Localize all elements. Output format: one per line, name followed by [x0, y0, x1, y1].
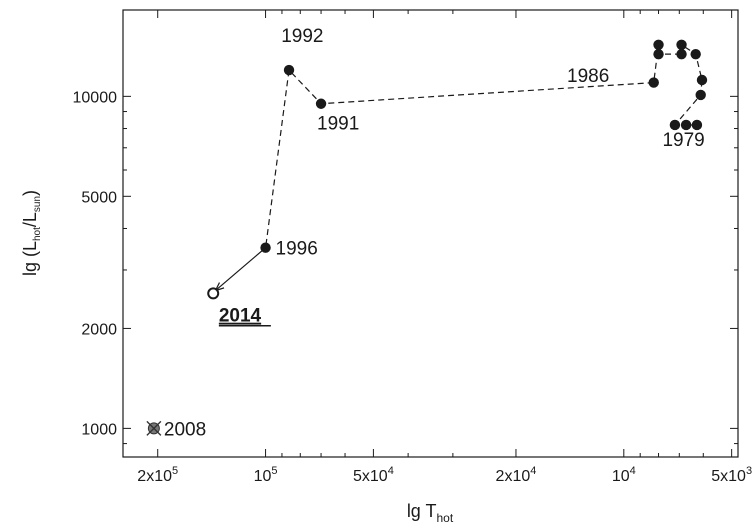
year-label: 1991 — [317, 113, 359, 134]
x-tick-label: 5x104 — [353, 465, 394, 485]
x-tick-labels: 2x105 105 5x104 2x104 104 5x103 — [137, 465, 752, 485]
y-axis-title: lg (Lhot/Lsun) — [20, 190, 43, 276]
data-point — [653, 48, 664, 60]
y-tick-label: 10000 — [73, 89, 118, 106]
y-tick-label: 2000 — [81, 321, 117, 338]
x-tick-label: 2x105 — [137, 465, 178, 485]
year-label: 2008 — [164, 419, 206, 440]
y-tick-label: 1000 — [81, 421, 117, 438]
data-point — [696, 74, 708, 86]
data-point — [260, 242, 271, 253]
x-tick-label: 5x103 — [711, 465, 752, 485]
data-point — [690, 48, 701, 60]
axis-ticks — [123, 10, 738, 457]
data-point — [653, 39, 664, 50]
year-label: 1979 — [662, 130, 704, 151]
y-tick-label: 5000 — [81, 189, 117, 206]
year-label: 1996 — [276, 239, 318, 260]
x-tick-label: 105 — [254, 465, 278, 485]
x-tick-label: 2x104 — [496, 465, 537, 485]
x-tick-label: 104 — [612, 465, 636, 485]
cross-mark — [146, 420, 162, 436]
y-tick-labels: 1000 2000 5000 10000 — [73, 89, 118, 438]
arrow-line — [215, 247, 266, 292]
point-labels: 1979 1986 1991 1992 1996 2008 2014 — [164, 26, 705, 440]
plot-frame — [122, 9, 739, 458]
data-point — [315, 98, 327, 109]
year-label: 1986 — [567, 66, 609, 87]
year-label: 2014 — [219, 306, 262, 327]
data-point — [283, 64, 295, 76]
data-point — [648, 77, 659, 88]
data-point — [676, 39, 687, 50]
x-axis-title: lg Thot — [407, 501, 454, 525]
year-label: 1992 — [281, 26, 323, 47]
data-point — [680, 119, 692, 131]
open-point — [207, 287, 220, 300]
data-point — [695, 89, 706, 101]
evolution-track — [265, 43, 703, 248]
data-point — [669, 119, 681, 131]
data-point — [691, 119, 703, 131]
data-point — [676, 48, 687, 60]
data-points — [146, 39, 708, 436]
